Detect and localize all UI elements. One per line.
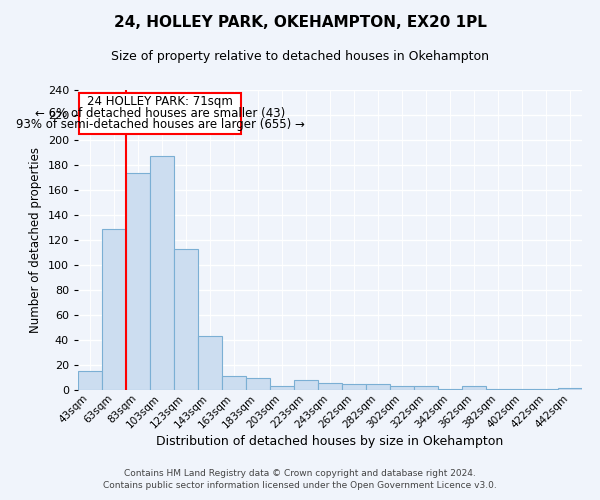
Text: 24 HOLLEY PARK: 71sqm: 24 HOLLEY PARK: 71sqm (87, 95, 233, 108)
X-axis label: Distribution of detached houses by size in Okehampton: Distribution of detached houses by size … (157, 435, 503, 448)
Bar (342, 384, 366, 390)
Text: Size of property relative to detached houses in Okehampton: Size of property relative to detached ho… (111, 50, 489, 63)
Bar (534, 389, 558, 390)
Text: 24, HOLLEY PARK, OKEHAMPTON, EX20 1PL: 24, HOLLEY PARK, OKEHAMPTON, EX20 1PL (113, 15, 487, 30)
Bar (438, 389, 462, 390)
Bar (198, 336, 222, 390)
Bar (486, 389, 510, 390)
Text: Contains HM Land Registry data © Crown copyright and database right 2024.: Contains HM Land Registry data © Crown c… (124, 468, 476, 477)
Bar (126, 172, 150, 390)
FancyBboxPatch shape (79, 92, 241, 134)
Bar (246, 378, 270, 390)
Text: ← 6% of detached houses are smaller (43): ← 6% of detached houses are smaller (43) (35, 106, 286, 120)
Bar (462, 386, 486, 390)
Bar (558, 388, 582, 390)
Bar (174, 248, 198, 390)
Y-axis label: Number of detached properties: Number of detached properties (29, 147, 42, 333)
Bar (102, 229, 126, 390)
Bar (150, 156, 174, 390)
Bar (78, 371, 102, 390)
Bar (510, 389, 534, 390)
Text: 93% of semi-detached houses are larger (655) →: 93% of semi-detached houses are larger (… (16, 118, 305, 131)
Bar (366, 384, 390, 390)
Text: Contains public sector information licensed under the Open Government Licence v3: Contains public sector information licen… (103, 481, 497, 490)
Bar (414, 386, 438, 390)
Bar (222, 376, 246, 390)
Bar (390, 386, 414, 390)
Bar (318, 382, 342, 390)
Bar (270, 386, 294, 390)
Bar (294, 380, 318, 390)
